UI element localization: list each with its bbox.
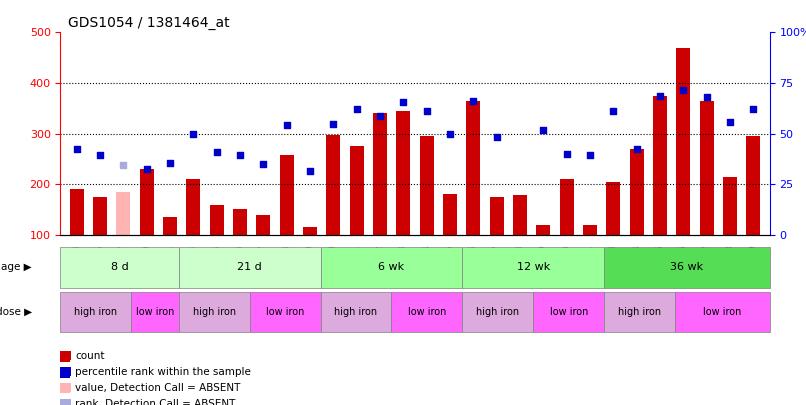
Bar (233, 209, 247, 235)
FancyBboxPatch shape (675, 292, 770, 332)
Point (467, 98, 480, 104)
FancyBboxPatch shape (463, 292, 534, 332)
FancyBboxPatch shape (60, 292, 131, 332)
Point (327, 120, 340, 127)
Bar (139, 169, 154, 235)
Point (560, 151, 573, 157)
FancyBboxPatch shape (131, 292, 179, 332)
FancyBboxPatch shape (392, 292, 463, 332)
FancyBboxPatch shape (463, 247, 604, 288)
Bar (513, 196, 527, 235)
Bar (629, 149, 644, 235)
Point (443, 130, 456, 137)
Bar (467, 101, 480, 235)
Bar (326, 134, 340, 235)
FancyBboxPatch shape (179, 292, 250, 332)
Bar (93, 197, 107, 235)
Point (374, 113, 387, 119)
Point (537, 127, 550, 133)
Text: low iron: low iron (266, 307, 304, 317)
Text: 36 wk: 36 wk (671, 262, 704, 272)
Point (304, 167, 317, 174)
Bar (280, 155, 293, 235)
Text: low iron: low iron (408, 307, 446, 317)
Point (700, 94, 713, 100)
Point (607, 108, 620, 114)
Text: 12 wk: 12 wk (517, 262, 550, 272)
Text: rank, Detection Call = ABSENT: rank, Detection Call = ABSENT (75, 399, 235, 405)
Point (654, 92, 667, 99)
Text: low iron: low iron (550, 307, 588, 317)
Bar (746, 136, 760, 235)
Point (280, 122, 293, 128)
Bar (700, 101, 714, 235)
FancyBboxPatch shape (321, 247, 463, 288)
Text: low iron: low iron (136, 307, 174, 317)
Bar (116, 192, 131, 235)
Text: count: count (75, 351, 105, 360)
Point (210, 149, 223, 156)
Point (490, 134, 503, 140)
Bar (420, 136, 434, 235)
Text: 6 wk: 6 wk (378, 262, 405, 272)
Point (234, 152, 247, 159)
Bar (676, 47, 691, 235)
Bar (559, 179, 574, 235)
Bar (256, 215, 271, 235)
FancyBboxPatch shape (250, 292, 321, 332)
Point (724, 119, 737, 125)
FancyBboxPatch shape (321, 292, 392, 332)
Text: dose ▶: dose ▶ (0, 307, 32, 317)
Point (351, 106, 364, 112)
FancyBboxPatch shape (604, 292, 675, 332)
FancyBboxPatch shape (534, 292, 604, 332)
Bar (443, 194, 457, 235)
Text: high iron: high iron (74, 307, 118, 317)
Point (420, 108, 433, 115)
Point (630, 145, 643, 152)
Bar (397, 111, 410, 235)
Point (93, 152, 106, 159)
FancyBboxPatch shape (60, 247, 179, 288)
Bar (210, 205, 224, 235)
Bar (653, 96, 667, 235)
Point (187, 130, 200, 137)
Point (397, 99, 410, 106)
FancyBboxPatch shape (179, 247, 321, 288)
Text: value, Detection Call = ABSENT: value, Detection Call = ABSENT (75, 383, 240, 393)
FancyBboxPatch shape (604, 247, 770, 288)
Point (584, 152, 596, 158)
Point (677, 86, 690, 93)
Bar (186, 179, 201, 235)
Bar (606, 182, 621, 235)
Text: high iron: high iron (476, 307, 519, 317)
Text: GDS1054 / 1381464_at: GDS1054 / 1381464_at (68, 16, 229, 30)
Bar (583, 225, 597, 235)
Text: high iron: high iron (618, 307, 661, 317)
Point (117, 162, 130, 168)
Text: high iron: high iron (334, 307, 377, 317)
Point (747, 106, 760, 113)
Bar (490, 197, 504, 235)
Bar (163, 217, 177, 235)
Bar (373, 113, 387, 235)
Point (257, 161, 270, 167)
Text: low iron: low iron (704, 307, 742, 317)
Text: high iron: high iron (193, 307, 235, 317)
Point (140, 166, 153, 173)
Point (70, 145, 83, 152)
Bar (350, 146, 364, 235)
Bar (723, 177, 737, 235)
Bar (303, 227, 317, 235)
Bar (70, 190, 84, 235)
Text: percentile rank within the sample: percentile rank within the sample (75, 367, 251, 377)
Text: age ▶: age ▶ (2, 262, 32, 272)
Text: 8 d: 8 d (110, 262, 128, 272)
Bar (537, 225, 550, 235)
Point (164, 159, 177, 166)
Text: 21 d: 21 d (237, 262, 262, 272)
